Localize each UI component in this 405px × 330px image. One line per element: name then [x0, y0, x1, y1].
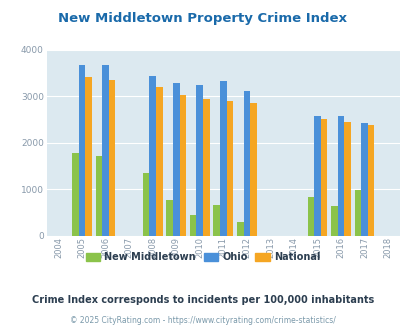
Bar — [109, 80, 115, 236]
Bar — [226, 101, 232, 236]
Bar — [354, 190, 360, 236]
Bar — [173, 82, 179, 236]
Bar — [249, 103, 256, 236]
Bar — [102, 65, 109, 236]
Bar — [320, 119, 326, 236]
Bar — [179, 95, 185, 236]
Text: © 2025 CityRating.com - https://www.cityrating.com/crime-statistics/: © 2025 CityRating.com - https://www.city… — [70, 316, 335, 325]
Bar — [190, 214, 196, 236]
Bar — [202, 99, 209, 236]
Bar — [307, 197, 313, 236]
Bar — [96, 156, 102, 236]
Text: New Middletown Property Crime Index: New Middletown Property Crime Index — [58, 12, 347, 24]
Bar — [343, 122, 350, 236]
Legend: New Middletown, Ohio, National: New Middletown, Ohio, National — [84, 250, 321, 264]
Bar — [156, 87, 162, 236]
Bar — [237, 222, 243, 236]
Bar — [85, 77, 92, 236]
Bar — [72, 153, 79, 236]
Bar — [313, 116, 320, 236]
Bar — [243, 91, 249, 236]
Bar — [360, 123, 367, 236]
Bar — [143, 173, 149, 236]
Bar — [330, 206, 337, 236]
Bar — [79, 65, 85, 236]
Bar — [196, 85, 202, 236]
Bar — [367, 124, 373, 236]
Bar — [220, 81, 226, 236]
Text: Crime Index corresponds to incidents per 100,000 inhabitants: Crime Index corresponds to incidents per… — [32, 295, 373, 305]
Bar — [149, 76, 156, 236]
Bar — [337, 116, 343, 236]
Bar — [166, 200, 173, 236]
Bar — [213, 205, 220, 236]
